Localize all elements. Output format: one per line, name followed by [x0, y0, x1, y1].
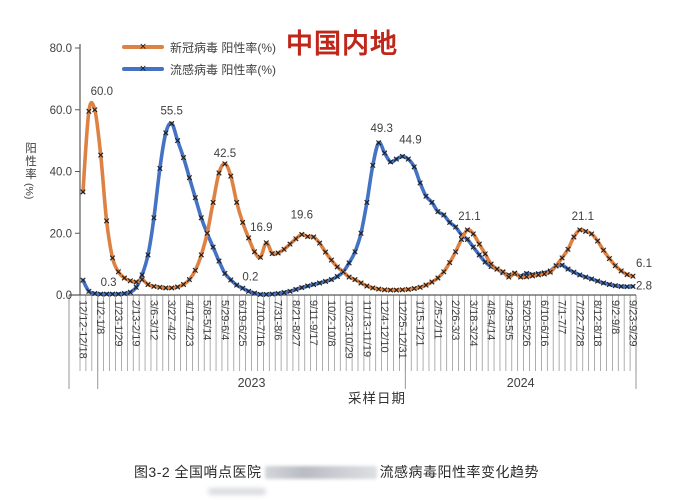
chart-title: 中国内地 — [286, 29, 398, 59]
figure-caption: 图3-2 全国哨点医院 流感病毒阳性率变化趋势 — [0, 462, 673, 482]
caption-prefix: 图3-2 全国哨点医院 — [133, 464, 262, 480]
x-axis-tick-label: 6/19-6/25 — [236, 300, 248, 346]
data-label: 16.9 — [250, 222, 272, 234]
x-axis-tick-label: 4/17-4/23 — [183, 300, 195, 346]
y-axis-title-char: 性 — [25, 154, 37, 168]
x-axis-tick-label: 5/8-5/14 — [201, 300, 213, 340]
x-axis-tick-label: 5/29-6/4 — [218, 300, 230, 340]
legend-item-1: ✕ 流感病毒 阳性率(%) — [122, 61, 276, 77]
x-axis-tick-label: 9/2-9/8 — [609, 300, 621, 334]
x-axis-tick-label: 8/12-8/18 — [591, 300, 603, 346]
y-axis-tick-label: 60.0 — [50, 105, 72, 117]
caption-redaction-blur — [264, 466, 377, 479]
data-label: 21.1 — [572, 211, 594, 223]
x-axis-tick-label: 1/15-1/21 — [414, 300, 426, 346]
x-axis-title: 采样日期 — [348, 391, 406, 406]
x-axis-tick-label: 9/11-9/17 — [307, 300, 319, 346]
data-label: 60.0 — [91, 86, 113, 98]
x-axis-tick-label: 7/22-7/28 — [573, 300, 585, 346]
y-axis-tick-label: 40.0 — [50, 167, 72, 179]
x-axis-week-ticks — [79, 295, 637, 371]
data-label: 21.1 — [458, 211, 480, 223]
legend-line-swatch: ✕ — [122, 63, 164, 74]
legend-item-0: ✕ 新冠病毒 阳性率(%) — [122, 39, 276, 55]
x-axis-tick-label: 10/2-10/8 — [325, 300, 337, 346]
legend-line-swatch: ✕ — [122, 41, 164, 52]
x-marker-icon: ✕ — [139, 41, 147, 52]
series-markers-covid — [80, 107, 636, 293]
x-axis-tick-label: 12/12-12/18 — [77, 300, 89, 359]
y-axis-title-char: 率 — [25, 167, 37, 181]
x-axis-tick-label: 3/27-4/2 — [165, 300, 177, 340]
data-label: 2.8 — [636, 280, 652, 292]
x-axis-tick-label: 2/5-2/11 — [431, 300, 443, 340]
series-line-covid — [81, 100, 635, 292]
data-label: 0.2 — [242, 271, 258, 283]
x-axis-tick-label: 3/18-3/24 — [467, 300, 479, 346]
chart-legend: ✕ 新冠病毒 阳性率(%) ✕ 流感病毒 阳性率(%) — [122, 39, 276, 77]
legend-label: 流感病毒 阳性率(%) — [170, 62, 276, 77]
x-axis-tick-label: 6/10-6/16 — [538, 300, 550, 346]
x-axis-tick-label: 2/13-2/19 — [130, 300, 142, 346]
x-axis-tick-label: 11/13-11/19 — [360, 300, 372, 357]
x-axis-tick-label: 12/4-12/10 — [378, 300, 390, 353]
data-label: 49.3 — [371, 123, 393, 135]
x-axis-tick-label: 7/31-8/6 — [272, 300, 284, 340]
y-axis-tick-label: 0.0 — [56, 290, 72, 302]
y-axis-title-char: 阳 — [25, 142, 37, 155]
x-axis-tick-label: 7/10-7/16 — [254, 300, 266, 346]
x-axis-tick-label: 10/23-10/29 — [343, 300, 355, 359]
y-axis-tick-label: 20.0 — [50, 228, 72, 240]
data-label: 42.5 — [214, 148, 236, 160]
x-axis-tick-label: 1/2-1/8 — [94, 300, 106, 334]
x-axis-year-label: 2024 — [507, 376, 535, 390]
legend-label: 新冠病毒 阳性率(%) — [170, 40, 276, 55]
x-axis-tick-label: 5/20-5/26 — [520, 300, 532, 346]
x-axis-tick-label: 9/23-9/29 — [627, 300, 639, 346]
data-label: 55.5 — [161, 106, 183, 118]
data-label: 0.3 — [101, 277, 117, 289]
x-axis-tick-label: 1/23-1/29 — [112, 300, 124, 346]
y-axis-title-unit: (%) — [23, 183, 35, 199]
x-axis-tick-label: 3/6-3/12 — [147, 300, 159, 340]
caption-smudge-blur — [208, 488, 266, 495]
x-axis-tick-label: 4/29-5/5 — [502, 300, 514, 340]
x-axis-tick-label: 2/26-3/3 — [449, 300, 461, 340]
caption-suffix: 流感病毒阳性率变化趋势 — [379, 464, 540, 480]
x-axis-year-label: 2023 — [238, 376, 266, 390]
series-line-flu — [81, 121, 635, 297]
x-axis-tick-label: 12/25-12/31 — [396, 300, 408, 359]
x-axis-tick-label: 8/21-8/27 — [289, 300, 301, 346]
data-label: 19.6 — [291, 210, 313, 222]
x-axis-tick-label: 4/8-4/14 — [485, 300, 497, 340]
x-marker-icon: ✕ — [139, 63, 147, 74]
x-axis-year-separators — [68, 295, 637, 389]
data-label: 44.9 — [399, 134, 421, 146]
data-label: 6.1 — [636, 258, 652, 270]
x-axis-tick-label: 7/1-7/7 — [556, 300, 568, 334]
y-axis-tick-label: 80.0 — [50, 43, 72, 55]
